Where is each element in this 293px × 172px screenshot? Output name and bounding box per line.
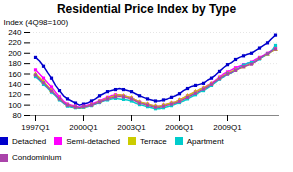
- svg-text:120: 120: [8, 90, 22, 99]
- svg-text:100: 100: [8, 101, 22, 110]
- svg-text:140: 140: [8, 80, 22, 89]
- svg-text:200: 200: [8, 49, 22, 58]
- html-text:Apartment: Apartment: [186, 136, 224, 146]
- svg-text:2009Q1: 2009Q1: [213, 123, 242, 132]
- html-text:Semi-detached: Semi-detached: [66, 136, 121, 146]
- svg-text:2003Q1: 2003Q1: [117, 123, 146, 132]
- svg-text:1997Q1: 1997Q1: [21, 123, 50, 132]
- svg-text:240: 240: [8, 28, 22, 37]
- html-text:Residential Price Index by Typ: Residential Price Index by Type: [56, 2, 237, 16]
- svg-text:80: 80: [13, 111, 22, 120]
- svg-text:2006Q1: 2006Q1: [165, 123, 194, 132]
- html-text:Terrace: Terrace: [140, 136, 167, 146]
- svg-text:160: 160: [8, 70, 22, 79]
- html-text:Condominium: Condominium: [12, 153, 62, 163]
- svg-text:220: 220: [8, 38, 22, 47]
- html-text:Detached: Detached: [12, 136, 47, 146]
- svg-text:180: 180: [8, 59, 22, 68]
- svg-text:2000Q1: 2000Q1: [69, 123, 98, 132]
- svg-text:Index (4Q98=100): Index (4Q98=100): [4, 18, 69, 27]
